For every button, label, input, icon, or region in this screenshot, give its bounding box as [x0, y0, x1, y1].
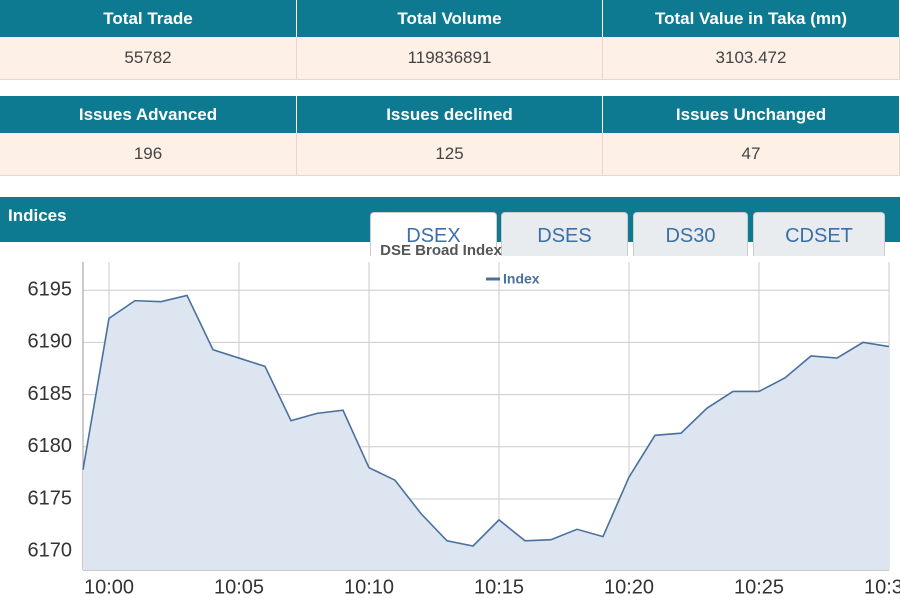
- chart-title: DSE Broad Index: [380, 242, 502, 259]
- tab[interactable]: DSES: [501, 212, 628, 256]
- table-cell: 125: [297, 133, 603, 176]
- x-tick-label: 10:05: [214, 576, 264, 598]
- y-tick-label: 6175: [28, 487, 73, 509]
- table-cell: 55782: [0, 37, 297, 80]
- table-cell: 47: [603, 133, 900, 176]
- y-tick-label: 6195: [28, 278, 73, 300]
- table-header: Total Value in Taka (mn): [603, 0, 900, 37]
- legend-label: Index: [503, 271, 540, 287]
- x-tick-label: 10:20: [604, 576, 654, 598]
- x-tick-label: 10:00: [84, 576, 134, 598]
- line: [82, 294, 890, 547]
- y-tick-label: 6185: [28, 383, 73, 405]
- x-tick-label: 10:15: [474, 576, 524, 598]
- table-cell: 119836891: [297, 37, 603, 80]
- table-header: Issues Unchanged: [603, 96, 900, 133]
- tab[interactable]: DS30: [633, 212, 748, 256]
- table-header: Total Trade: [0, 0, 297, 37]
- y-tick-label: 6190: [28, 331, 73, 353]
- table-header: Issues declined: [297, 96, 603, 133]
- y-tick-label: 6180: [28, 435, 73, 457]
- area: [83, 295, 889, 570]
- x-tick-label: 10:10: [344, 576, 394, 598]
- y-tick-label: 6170: [28, 539, 73, 561]
- table-cell: 196: [0, 133, 297, 176]
- tab[interactable]: DSEX: [370, 212, 497, 256]
- table-header: Issues Advanced: [0, 96, 297, 133]
- tab[interactable]: CDSET: [753, 212, 885, 256]
- table-cell: 3103.472: [603, 37, 900, 80]
- x-tick-label: 10:25: [734, 576, 784, 598]
- indices-title: Indices: [8, 206, 67, 225]
- table-header: Total Volume: [297, 0, 603, 37]
- x-tick-label: 10:30: [864, 576, 900, 598]
